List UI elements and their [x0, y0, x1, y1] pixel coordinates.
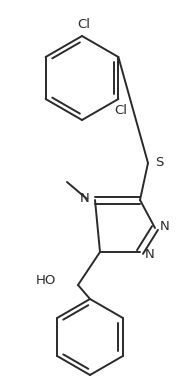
Text: N: N	[80, 192, 90, 204]
Text: S: S	[155, 156, 163, 170]
Text: N: N	[160, 219, 170, 233]
Text: N: N	[145, 247, 155, 261]
Text: HO: HO	[36, 273, 56, 287]
Text: Cl: Cl	[114, 104, 127, 116]
Text: Cl: Cl	[78, 18, 90, 32]
